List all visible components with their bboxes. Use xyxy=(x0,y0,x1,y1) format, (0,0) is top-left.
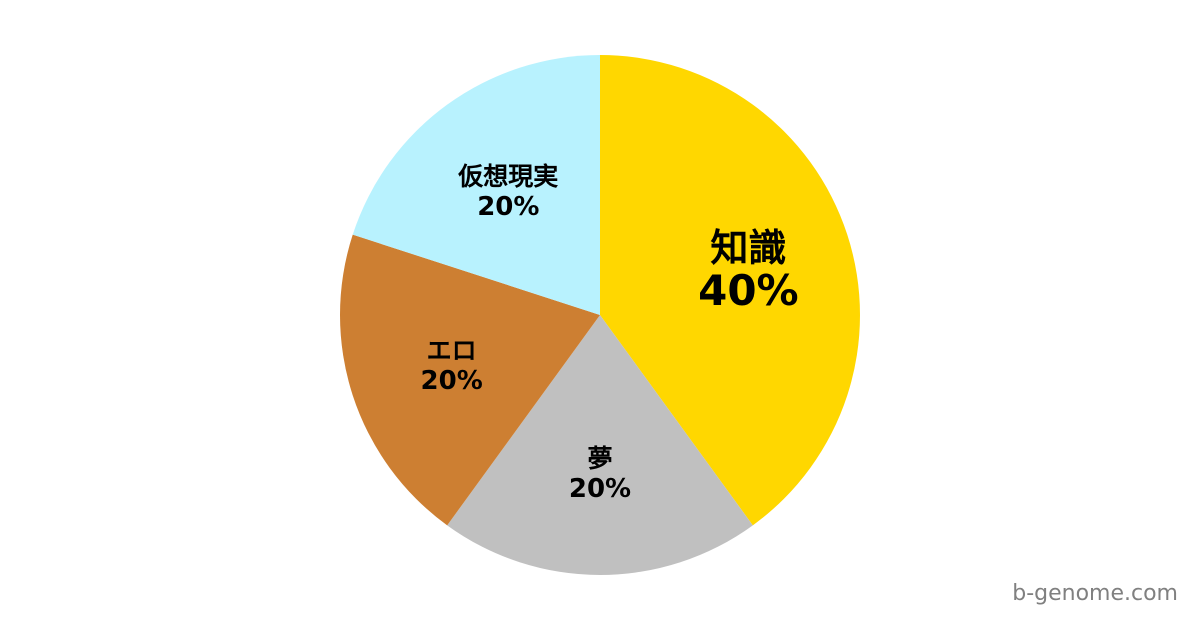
pie-slice xyxy=(352,55,600,315)
slice-value-label: 20% xyxy=(569,474,631,504)
slice-label: エロ xyxy=(427,336,477,365)
slice-label: 夢 xyxy=(587,444,612,473)
pie-slice xyxy=(340,234,600,526)
slice-label: 仮想現実 xyxy=(457,162,558,191)
pie-slice xyxy=(600,55,860,526)
slice-value-label: 20% xyxy=(477,192,539,222)
slice-value-label: 20% xyxy=(421,366,483,396)
slice-value-label: 40% xyxy=(698,266,799,315)
pie-slice xyxy=(447,315,753,576)
slice-label: 知識 xyxy=(710,226,786,270)
watermark: b-genome.com xyxy=(1012,581,1178,606)
